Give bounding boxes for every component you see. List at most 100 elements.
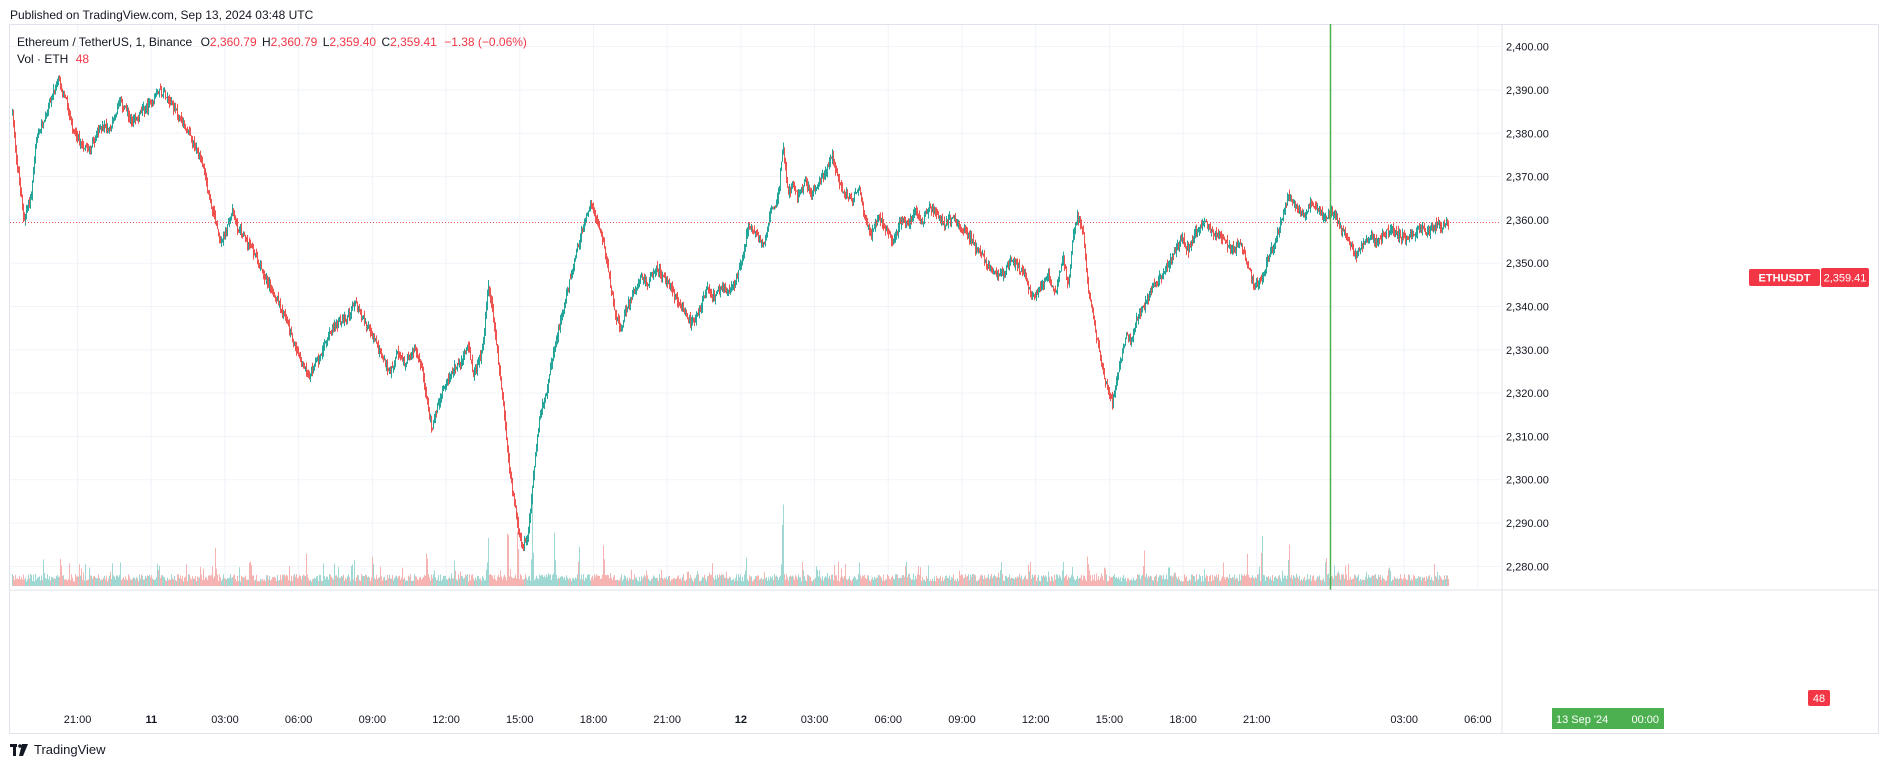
volume-bar	[1388, 569, 1389, 586]
volume-bar	[163, 576, 164, 586]
volume-bar	[418, 580, 419, 586]
time-axis: 21:00 11 03:00 06:00 09:00 12:00 15:00 18:00 21:…	[9, 589, 1879, 726]
volume-bar	[249, 562, 250, 586]
volume-bar	[240, 581, 241, 586]
volume-bar	[1228, 578, 1229, 586]
volume-bar	[610, 573, 611, 586]
volume-bar	[990, 576, 991, 586]
volume-bar	[855, 577, 856, 586]
volume-bar	[151, 575, 152, 586]
volume-bar	[1072, 566, 1073, 586]
volume-bar	[212, 566, 213, 586]
volume-bar	[697, 571, 698, 586]
price-tick-label: 2,320.00	[1506, 388, 1549, 400]
cursor-date-badge: 13 Sep '24 00:00	[1552, 708, 1664, 729]
volume-bar	[807, 574, 808, 586]
volume-bar	[1347, 580, 1348, 586]
volume-bar	[156, 577, 157, 586]
volume-bar	[390, 578, 391, 586]
volume-bar	[305, 576, 306, 586]
volume-bar	[1224, 577, 1225, 586]
volume-bar	[17, 578, 18, 586]
time-tick-label: 06:00	[875, 714, 903, 726]
volume-bar	[138, 581, 139, 586]
volume-bar	[606, 575, 607, 586]
volume-bar	[1014, 579, 1015, 586]
volume-label[interactable]: Vol · ETH	[17, 52, 69, 66]
volume-bar	[225, 578, 226, 586]
volume-bar	[747, 579, 748, 586]
volume-bar	[161, 575, 162, 586]
volume-bar	[137, 578, 138, 586]
volume-bar	[834, 564, 835, 586]
volume-bar	[675, 579, 676, 586]
volume-bar	[295, 576, 296, 586]
volume-bar	[1115, 577, 1116, 586]
volume-bar	[518, 549, 519, 586]
volume-bar	[803, 570, 804, 586]
volume-bar	[302, 575, 303, 586]
volume-bar	[1111, 577, 1112, 586]
volume-bar	[482, 576, 483, 586]
volume-bar	[180, 575, 181, 586]
volume-bar	[262, 578, 263, 586]
volume-bar	[1100, 577, 1101, 586]
volume-bar	[1057, 575, 1058, 586]
volume-bar	[1087, 556, 1088, 586]
volume-bar	[253, 575, 254, 586]
volume-bar	[552, 575, 553, 586]
volume-bar	[781, 564, 782, 586]
open-label: O	[200, 35, 210, 49]
volume-bar	[362, 575, 363, 586]
volume-bar	[835, 575, 836, 586]
volume-bar	[1437, 571, 1438, 586]
volume-bar	[1071, 575, 1072, 586]
volume-bar	[967, 575, 968, 586]
volume-bar	[574, 579, 575, 586]
volume-bar	[1027, 579, 1028, 586]
volume-bar	[1389, 567, 1390, 586]
volume-bar	[255, 579, 256, 586]
volume-bar	[277, 574, 278, 586]
volume-bar	[608, 575, 609, 586]
volume-bar	[107, 581, 108, 586]
volume-bar	[158, 570, 159, 586]
volume-bar	[1309, 578, 1310, 586]
volume-bar	[917, 574, 918, 586]
volume-bar	[976, 581, 977, 586]
volume-bar	[1370, 578, 1371, 586]
volume-bar	[563, 578, 564, 586]
time-tick-label: 11	[145, 714, 157, 726]
volume-bar	[1093, 579, 1094, 586]
volume-bar	[136, 577, 137, 586]
volume-bar	[745, 570, 746, 586]
volume-bar	[581, 574, 582, 586]
volume-bar	[712, 563, 713, 586]
volume-bar	[478, 576, 479, 586]
volume-bar	[16, 578, 17, 586]
volume-bar	[1260, 581, 1261, 586]
volume-bar	[200, 566, 201, 586]
volume-bar	[241, 575, 242, 586]
volume-bar	[415, 576, 416, 586]
volume-bar	[969, 580, 970, 586]
price-tick-label: 2,310.00	[1506, 431, 1549, 443]
symbol-title[interactable]: Ethereum / TetherUS, 1, Binance	[17, 35, 193, 49]
volume-bar	[144, 579, 145, 586]
volume-bar	[506, 580, 507, 586]
volume-bar	[76, 576, 77, 586]
volume-bar	[488, 538, 489, 586]
time-tick-label: 18:00	[1169, 714, 1197, 726]
volume-bar	[338, 567, 339, 586]
volume-bar	[1162, 578, 1163, 586]
volume-bar	[1407, 579, 1408, 586]
volume-bar	[973, 574, 974, 586]
volume-bar	[860, 575, 861, 586]
volume-bar	[1081, 574, 1082, 586]
volume-bar	[946, 575, 947, 586]
volume-badge-text: 48	[1813, 693, 1825, 705]
volume-bar	[674, 578, 675, 586]
volume-bar	[930, 579, 931, 586]
volume-bar	[978, 580, 979, 586]
